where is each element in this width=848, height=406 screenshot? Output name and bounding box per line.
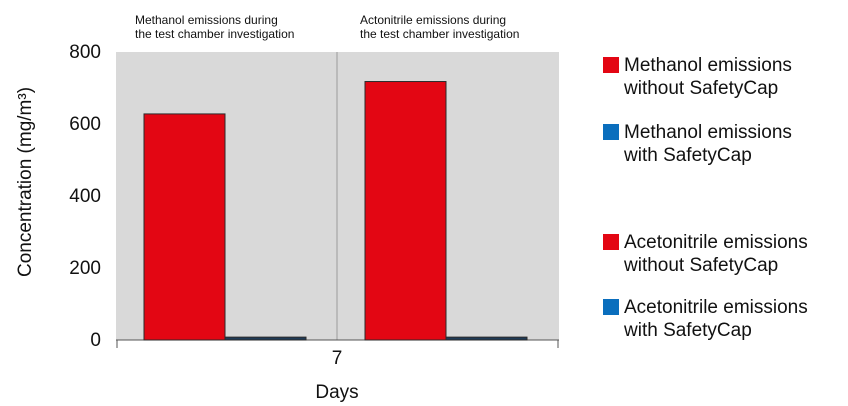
legend-label: Acetonitrile emissions without SafetyCap <box>624 232 808 276</box>
y-axis-ticks: 0 200 400 600 800 <box>69 42 101 351</box>
legend-swatch-red <box>603 57 619 73</box>
legend-item-acetonitrile-with-cap: Acetonitrile emissions with SafetyCap <box>603 296 808 342</box>
bar-without-safetycap <box>364 81 447 341</box>
legend-item-methanol-without-cap: Methanol emissions without SafetyCap <box>603 54 792 100</box>
y-tick-label: 400 <box>69 186 101 207</box>
legend-swatch-red <box>603 234 619 250</box>
y-tick-label: 600 <box>69 114 101 135</box>
x-tick-label: 7 <box>332 348 343 369</box>
bar-without-safetycap <box>143 113 226 341</box>
legend-item-methanol-with-cap: Methanol emissions with SafetyCap <box>603 121 792 167</box>
y-tick-label: 0 <box>90 330 101 351</box>
y-tick-label: 800 <box>69 42 101 63</box>
bars-group <box>143 81 528 341</box>
legend: Methanol emissions without SafetyCap Met… <box>603 0 843 406</box>
legend-label: Methanol emissions without SafetyCap <box>624 55 792 99</box>
bar-with-safetycap <box>445 336 528 341</box>
legend-swatch-blue <box>603 299 619 315</box>
y-axis-label: Concentration (mg/m³) <box>15 87 36 277</box>
y-tick-label: 200 <box>69 258 101 279</box>
bar-with-safetycap <box>224 336 307 341</box>
x-axis-label: Days <box>315 382 358 403</box>
legend-label: Methanol emissions with SafetyCap <box>624 122 792 166</box>
legend-label: Acetonitrile emissions with SafetyCap <box>624 297 808 341</box>
panel-title: Methanol emissions during the test chambe… <box>135 13 294 41</box>
panel-titles: Methanol emissions during the test chambe… <box>135 13 519 41</box>
panel-title: Actonitrile emissions during the test cha… <box>360 13 519 41</box>
legend-swatch-blue <box>603 124 619 140</box>
legend-item-acetonitrile-without-cap: Acetonitrile emissions without SafetyCap <box>603 231 808 277</box>
